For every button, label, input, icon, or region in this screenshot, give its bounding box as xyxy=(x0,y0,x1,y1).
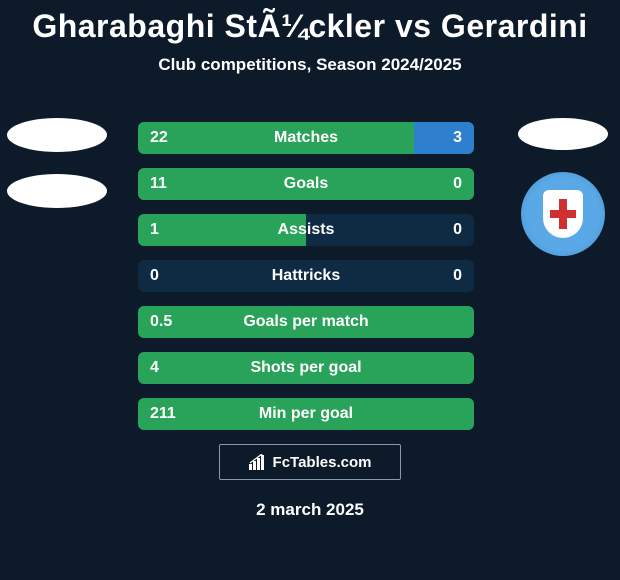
brand-badge: FcTables.com xyxy=(219,444,401,480)
placeholder-oval xyxy=(7,174,107,208)
value-right: 0 xyxy=(414,221,474,239)
placeholder-oval xyxy=(7,118,107,152)
value-right: 0 xyxy=(414,175,474,193)
stats-table: 22Matches3 11Goals0 1Assists0 0Hattricks0 0.… xyxy=(138,122,474,430)
value-right: 3 xyxy=(414,129,474,147)
stat-label: Min per goal xyxy=(138,405,474,423)
stat-row: 22Matches3 xyxy=(138,122,474,154)
stat-row: 1Assists0 xyxy=(138,214,474,246)
player-right-badges xyxy=(518,118,608,256)
stat-label: Shots per goal xyxy=(138,359,474,377)
club-crest xyxy=(521,172,605,256)
stat-row: 11Goals0 xyxy=(138,168,474,200)
placeholder-oval xyxy=(518,118,608,150)
stat-label: Goals per match xyxy=(138,313,474,331)
stat-row: 0.5Goals per match xyxy=(138,306,474,338)
value-right: 0 xyxy=(414,267,474,285)
cross-icon xyxy=(550,210,576,218)
chart-icon xyxy=(249,454,267,470)
brand-text: FcTables.com xyxy=(273,454,372,471)
stat-row: 4Shots per goal xyxy=(138,352,474,384)
stat-row: 211Min per goal xyxy=(138,398,474,430)
player-left-badges xyxy=(12,118,102,208)
subtitle: Club competitions, Season 2024/2025 xyxy=(0,55,620,75)
date-label: 2 march 2025 xyxy=(0,500,620,520)
page-title: Gharabaghi StÃ¼ckler vs Gerardini xyxy=(0,0,620,45)
stat-row: 0Hattricks0 xyxy=(138,260,474,292)
